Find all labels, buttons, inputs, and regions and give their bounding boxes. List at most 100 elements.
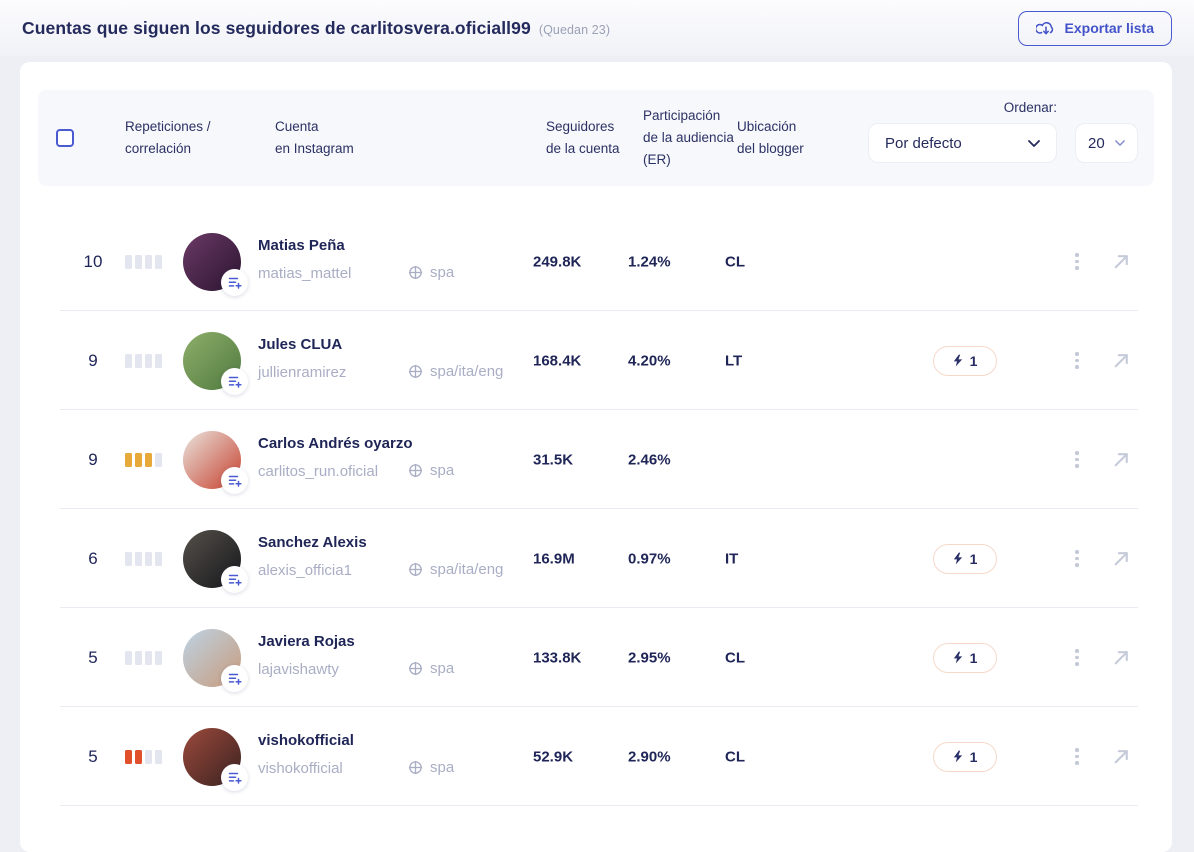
language-value: spa [430, 660, 455, 677]
open-profile-arrow[interactable] [1112, 747, 1132, 767]
followers-value: 249.8K [533, 253, 582, 270]
avatar[interactable] [183, 628, 248, 692]
open-profile-arrow[interactable] [1112, 351, 1132, 371]
account-language: spa [408, 462, 454, 479]
page-size-value: 20 [1088, 134, 1105, 152]
column-header-followers: Seguidores de la cuenta [546, 119, 620, 156]
more-options-button[interactable] [1065, 547, 1089, 571]
location-value: CL [725, 748, 745, 765]
more-options-button[interactable] [1065, 349, 1089, 373]
more-options-button[interactable] [1065, 448, 1089, 472]
language-value: spa/ita/eng [430, 363, 504, 380]
avatar[interactable] [183, 331, 248, 395]
more-options-button[interactable] [1065, 745, 1089, 769]
add-to-list-badge[interactable] [221, 268, 248, 296]
list-plus-icon [228, 474, 242, 487]
open-profile-arrow[interactable] [1112, 450, 1132, 470]
table-row: 5 vishokofficial [20, 707, 1172, 806]
engagement-value: 2.95% [628, 649, 671, 666]
boost-count: 1 [969, 352, 978, 369]
globe-icon [408, 463, 423, 478]
lightning-icon [953, 750, 963, 763]
account-name[interactable]: Sanchez Alexis [258, 534, 367, 551]
rows-container: 10 Matias Peña [20, 212, 1172, 806]
account-language: spa [408, 759, 454, 776]
engagement-value: 1.24% [628, 253, 671, 270]
correlation-bars [125, 749, 162, 764]
sort-controls: Por defecto 20 [868, 123, 1138, 163]
account-name[interactable]: Jules CLUA [258, 336, 343, 353]
globe-icon [408, 661, 423, 676]
boost-count: 1 [969, 550, 978, 567]
account-name[interactable]: Matias Peña [258, 237, 345, 254]
list-plus-icon [228, 573, 242, 586]
globe-icon [408, 562, 423, 577]
column-header-repetitions: Repeticiones / correlación [125, 119, 211, 156]
export-list-label: Exportar lista [1064, 20, 1154, 36]
account-username[interactable]: jullienramirez [258, 364, 347, 381]
table-row: 9 Jules CLUA ju [20, 311, 1172, 410]
account-name[interactable]: vishokofficial [258, 732, 354, 749]
followers-value: 31.5K [533, 451, 574, 468]
repetitions-count: 10 [83, 251, 103, 271]
boost-button[interactable]: 1 [933, 345, 997, 376]
repetitions-count: 5 [88, 647, 98, 667]
account-username[interactable]: carlitos_run.oficial [258, 463, 379, 480]
open-profile-arrow[interactable] [1112, 252, 1132, 272]
avatar[interactable] [183, 727, 248, 791]
more-options-button[interactable] [1065, 646, 1089, 670]
account-username[interactable]: alexis_officia1 [258, 562, 352, 579]
account-username[interactable]: vishokofficial [258, 760, 343, 777]
account-username[interactable]: lajavishawty [258, 661, 339, 678]
lightning-icon [953, 651, 963, 664]
account-name[interactable]: Carlos Andrés oyarzo [258, 435, 413, 452]
open-profile-arrow[interactable] [1112, 648, 1132, 668]
table-row: 9 Carlos Andrés oya [20, 410, 1172, 509]
language-value: spa/ita/eng [430, 561, 504, 578]
page-title-text: Cuentas que siguen los seguidores de car… [22, 17, 531, 38]
correlation-bars [125, 551, 162, 566]
followers-value: 52.9K [533, 748, 574, 765]
boost-button[interactable]: 1 [933, 741, 997, 772]
cloud-download-icon [1035, 19, 1056, 37]
account-username[interactable]: matias_mattel [258, 265, 352, 282]
repetitions-count: 9 [88, 449, 98, 469]
table-row: 10 Matias Peña [20, 212, 1172, 311]
account-language: spa/ita/eng [408, 561, 503, 578]
globe-icon [408, 760, 423, 775]
chevron-down-icon [1028, 139, 1040, 147]
open-profile-arrow[interactable] [1112, 549, 1132, 569]
avatar[interactable] [183, 529, 248, 593]
boost-button[interactable]: 1 [933, 642, 997, 673]
repetitions-count: 5 [88, 746, 98, 766]
column-header-location: Ubicación del blogger [737, 119, 804, 156]
account-language: spa/ita/eng [408, 363, 503, 380]
add-to-list-badge[interactable] [221, 466, 248, 494]
engagement-value: 0.97% [628, 550, 671, 567]
language-value: spa [430, 462, 455, 479]
page-title: Cuentas que siguen los seguidores de car… [22, 18, 610, 39]
more-options-button[interactable] [1065, 250, 1089, 274]
avatar[interactable] [183, 232, 248, 296]
add-to-list-badge[interactable] [221, 763, 248, 791]
add-to-list-badge[interactable] [221, 367, 248, 395]
engagement-value: 2.46% [628, 451, 671, 468]
select-all-checkbox[interactable] [56, 129, 74, 147]
repetitions-count: 6 [88, 548, 98, 568]
sort-select[interactable]: Por defecto [868, 123, 1057, 163]
table-row: 6 Sanchez Alexis [20, 509, 1172, 608]
avatar[interactable] [183, 430, 248, 494]
correlation-bars [125, 254, 162, 269]
account-name[interactable]: Javiera Rojas [258, 633, 355, 650]
table-header: Repeticiones / correlación Cuenta en Ins… [38, 90, 1154, 186]
page-size-select[interactable]: 20 [1075, 123, 1138, 163]
location-value: IT [725, 550, 739, 567]
location-value: CL [725, 253, 745, 270]
followers-value: 133.8K [533, 649, 582, 666]
boost-button[interactable]: 1 [933, 543, 997, 574]
language-value: spa [430, 759, 455, 776]
export-list-button[interactable]: Exportar lista [1017, 10, 1172, 46]
add-to-list-badge[interactable] [221, 565, 248, 593]
list-plus-icon [228, 672, 242, 685]
add-to-list-badge[interactable] [221, 664, 248, 692]
